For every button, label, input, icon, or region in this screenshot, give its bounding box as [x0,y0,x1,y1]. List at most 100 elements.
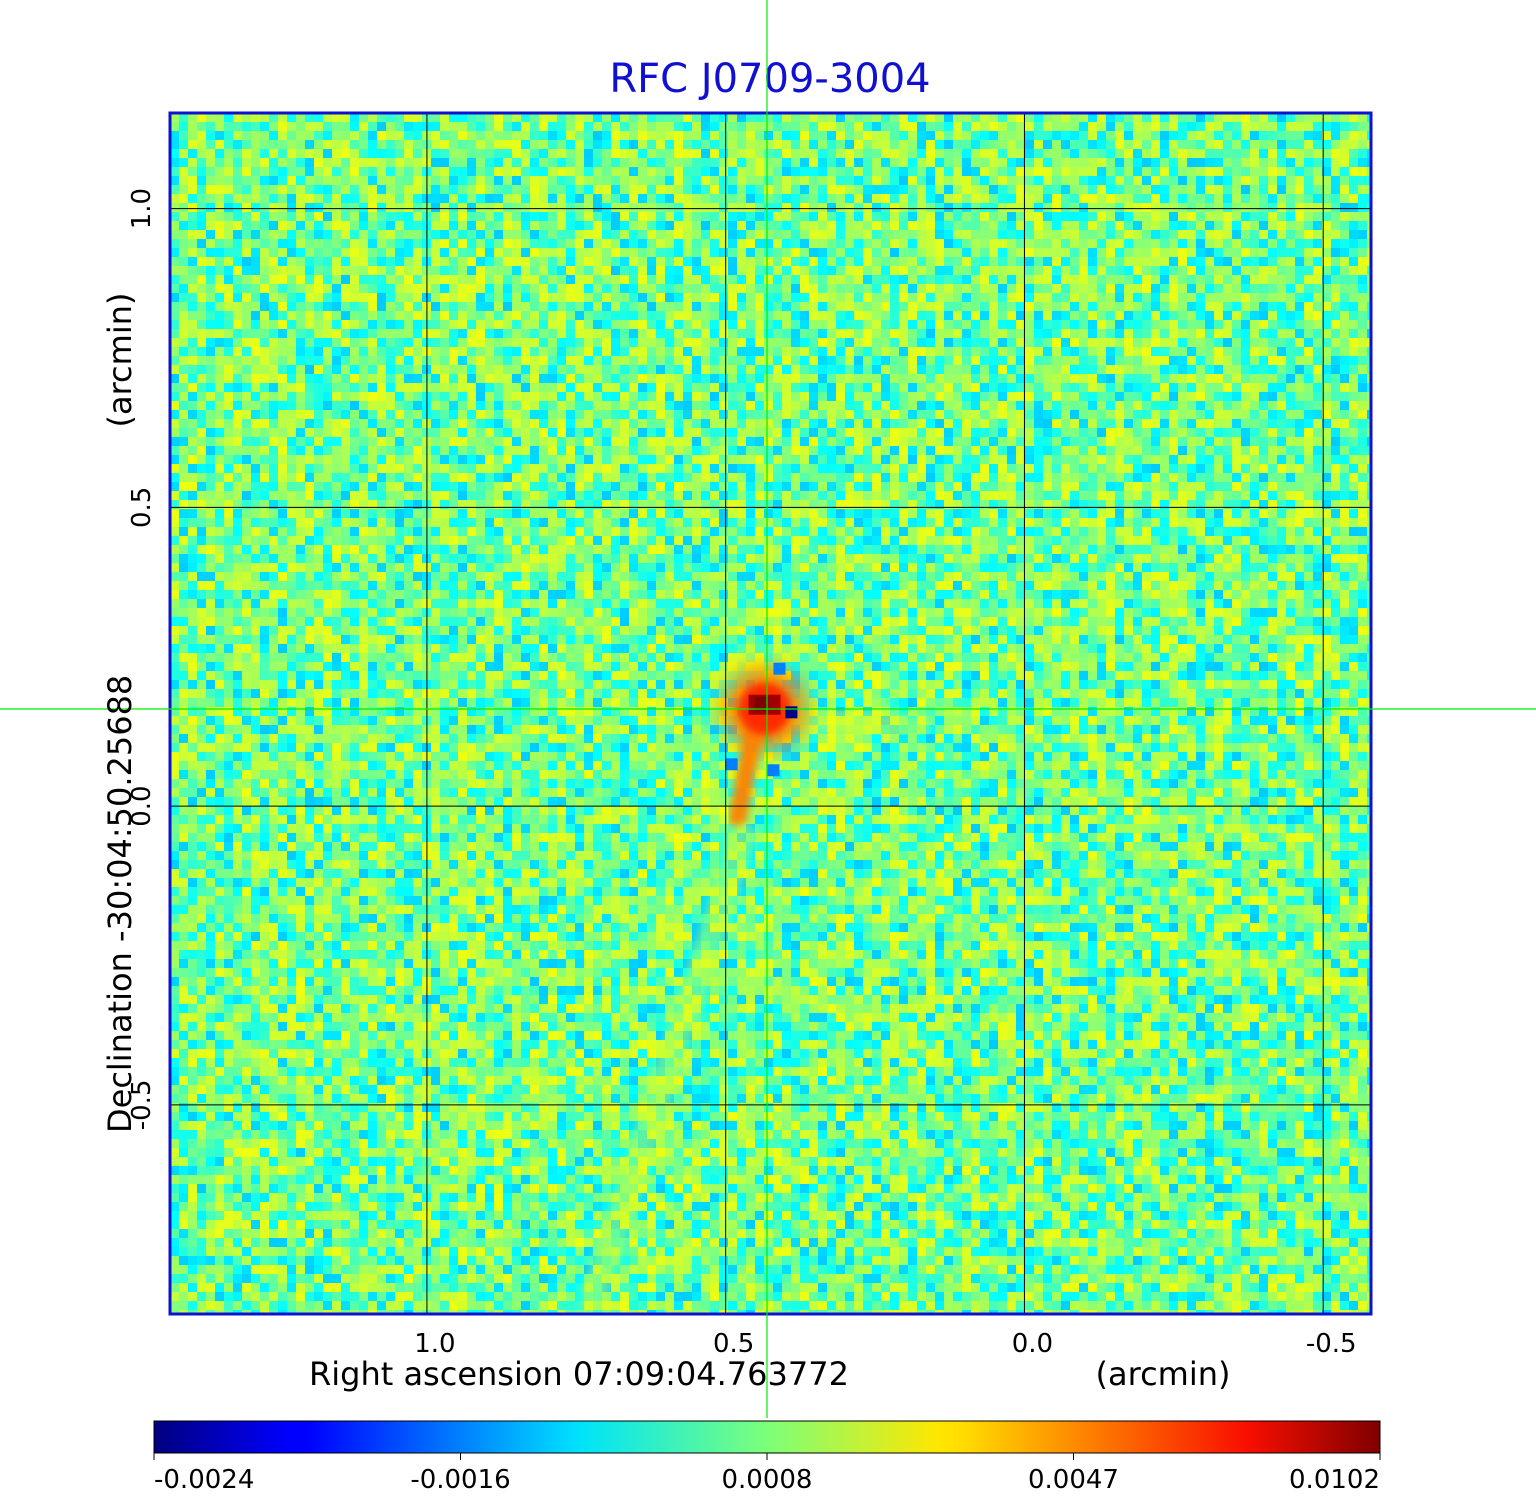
noise-pixel [530,392,539,401]
noise-pixel [404,275,413,284]
noise-pixel [674,428,683,437]
noise-pixel [1025,347,1034,356]
noise-pixel [1322,383,1331,392]
noise-pixel [1223,437,1232,446]
noise-pixel [1286,329,1295,338]
noise-pixel [728,113,737,122]
noise-pixel [296,248,305,257]
noise-pixel [944,266,953,275]
noise-pixel [269,302,278,311]
noise-pixel [413,356,422,365]
noise-pixel [593,293,602,302]
noise-pixel [737,284,746,293]
noise-pixel [818,383,827,392]
noise-pixel [746,401,755,410]
noise-pixel [584,212,593,221]
noise-pixel [1277,293,1286,302]
noise-pixel [935,347,944,356]
noise-pixel [1115,437,1124,446]
noise-pixel [827,149,836,158]
noise-pixel [314,167,323,176]
noise-pixel [251,158,260,167]
noise-pixel [503,140,512,149]
noise-pixel [935,239,944,248]
noise-pixel [629,329,638,338]
noise-pixel [827,212,836,221]
noise-pixel [683,149,692,158]
noise-pixel [764,140,773,149]
noise-pixel [872,140,881,149]
noise-pixel [1097,230,1106,239]
noise-pixel [692,302,701,311]
noise-pixel [233,311,242,320]
noise-pixel [1358,338,1367,347]
noise-pixel [1295,311,1304,320]
noise-pixel [1106,437,1115,446]
noise-pixel [1277,365,1286,374]
noise-pixel [908,284,917,293]
noise-pixel [980,437,989,446]
noise-pixel [611,284,620,293]
noise-pixel [521,428,530,437]
noise-pixel [467,212,476,221]
noise-pixel [260,140,269,149]
noise-pixel [827,194,836,203]
noise-pixel [413,410,422,419]
noise-pixel [1151,158,1160,167]
noise-pixel [512,212,521,221]
noise-pixel [197,239,206,248]
noise-pixel [350,401,359,410]
noise-pixel [368,356,377,365]
noise-pixel [233,329,242,338]
noise-pixel [1160,194,1169,203]
noise-pixel [1322,140,1331,149]
noise-pixel [872,203,881,212]
noise-pixel [1214,221,1223,230]
noise-pixel [170,185,179,194]
noise-pixel [899,329,908,338]
noise-pixel [386,113,395,122]
noise-pixel [800,266,809,275]
noise-pixel [1322,122,1331,131]
noise-pixel [233,158,242,167]
noise-pixel [854,194,863,203]
noise-pixel [782,149,791,158]
noise-pixel [548,194,557,203]
noise-pixel [251,203,260,212]
noise-pixel [1043,419,1052,428]
noise-pixel [170,284,179,293]
noise-pixel [530,257,539,266]
noise-pixel [584,239,593,248]
noise-pixel [1187,239,1196,248]
noise-pixel [827,257,836,266]
noise-pixel [647,374,656,383]
noise-pixel [1052,230,1061,239]
noise-pixel [953,311,962,320]
noise-pixel [1043,410,1052,419]
noise-pixel [368,365,377,374]
noise-pixel [431,248,440,257]
noise-pixel [1016,230,1025,239]
noise-pixel [1088,185,1097,194]
noise-pixel [1178,329,1187,338]
noise-pixel [620,221,629,230]
noise-pixel [575,140,584,149]
noise-pixel [629,401,638,410]
noise-pixel [215,302,224,311]
noise-pixel [1124,401,1133,410]
noise-pixel [1043,167,1052,176]
noise-pixel [1160,401,1169,410]
noise-pixel [1313,383,1322,392]
noise-pixel [1079,302,1088,311]
noise-pixel [1295,401,1304,410]
noise-pixel [773,275,782,284]
noise-pixel [827,437,836,446]
noise-pixel [521,284,530,293]
noise-pixel [575,122,584,131]
noise-pixel [251,410,260,419]
noise-pixel [827,167,836,176]
noise-pixel [548,131,557,140]
noise-pixel [386,401,395,410]
noise-pixel [926,194,935,203]
noise-pixel [1115,113,1124,122]
